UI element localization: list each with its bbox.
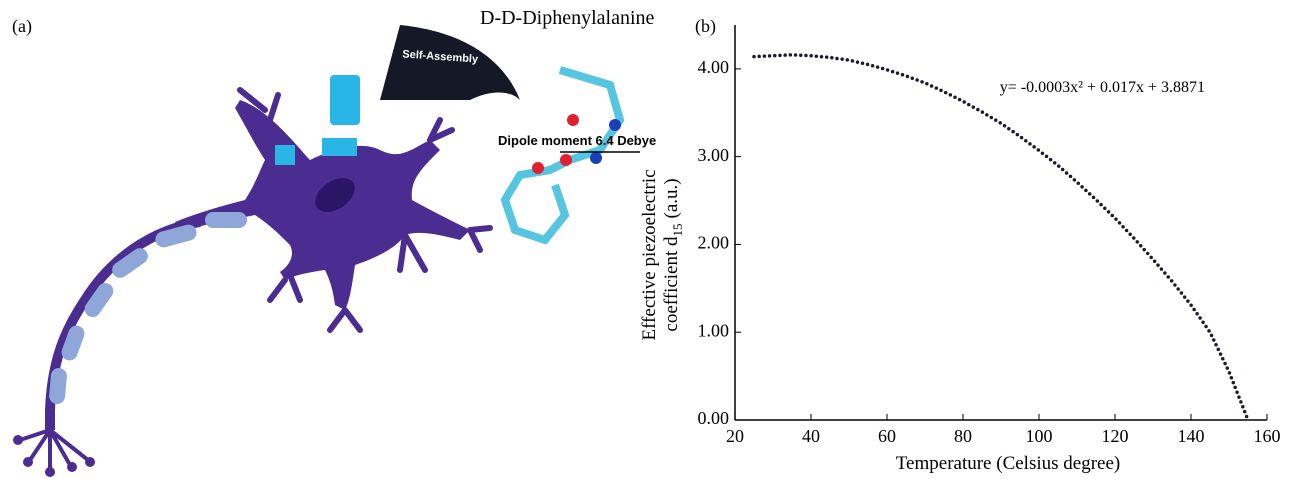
panel-label: (a) (12, 16, 32, 37)
x-tick-label: 80 (954, 426, 972, 446)
panel-label: (b) (695, 16, 716, 37)
y-title-text: coefficient d (661, 236, 682, 332)
x-tick-label: 40 (802, 426, 820, 446)
x-tick-label: 100 (1026, 426, 1053, 446)
y-title-line: Effective piezoelectric (639, 169, 660, 340)
molecule (505, 70, 621, 240)
y-tick-label: 2.00 (698, 233, 730, 253)
x-tick-label: 20 (726, 426, 744, 446)
x-tick-label: 160 (1254, 426, 1281, 446)
y-axis-title: Effective piezoelectric coefficient d15 (… (639, 169, 685, 340)
x-tick-label: 60 (878, 426, 896, 446)
molecule-name: D-D-Diphenylalanine (480, 7, 655, 29)
y-tick-label: 1.00 (698, 320, 730, 340)
x-axis-title: Temperature (Celsius degree) (896, 453, 1120, 474)
y-tick-label: 3.00 (698, 145, 730, 165)
y-title-unit: (a.u.) (661, 178, 682, 218)
x-tick-label: 120 (1102, 426, 1129, 446)
y-tick-label: 4.00 (698, 57, 730, 77)
y-tick-label: 0.00 (698, 408, 730, 428)
y-title-line: coefficient d15 (a.u.) (661, 178, 685, 331)
equation: y= -0.0003x² + 0.017x + 3.8871 (1000, 79, 1205, 96)
figure: (a) D-D-Diphenylalanine Self-Assembly Di… (0, 0, 1299, 479)
data-line (754, 55, 1248, 420)
x-tick-label: 140 (1178, 426, 1205, 446)
neuron-illustration (13, 25, 621, 477)
dipole-label: Dipole moment 6.4 Debye (498, 133, 656, 148)
y-title-subscript: 15 (670, 223, 685, 236)
